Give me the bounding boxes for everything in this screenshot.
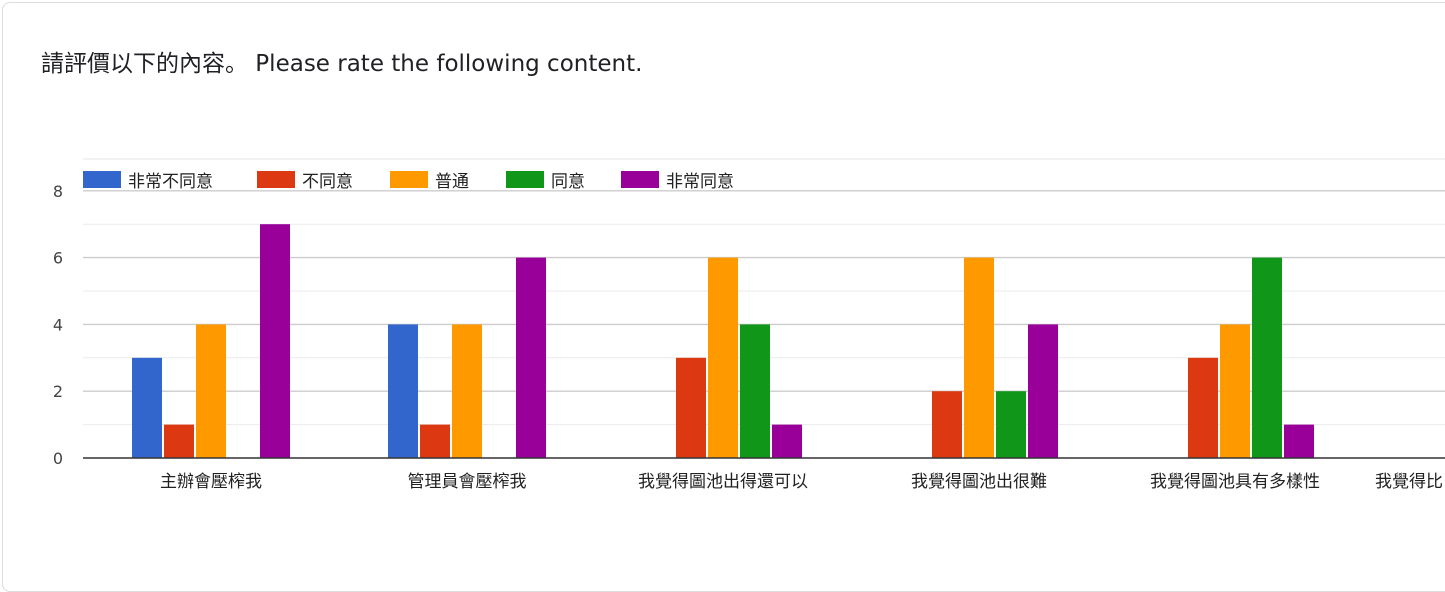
bar-1-2[interactable] [164,425,194,458]
legend-label: 普通 [435,172,469,192]
bar-4-5[interactable] [1028,324,1058,458]
bar-1-5[interactable] [260,224,290,458]
bar-1-3[interactable] [196,324,226,458]
legend-swatch [257,171,295,188]
x-category-label: 我覺得圖池出得還可以 [638,472,808,492]
bar-1-1[interactable] [132,358,162,458]
bar-5-5[interactable] [1284,425,1314,458]
bar-chart: 非常不同意 不同意 普通 同意 非常同意 0 2 4 6 8 主辦會壓榨我 管理員會壓榨我 我覺得圖… [0,0,1445,574]
x-category-label: 我覺得比 [1375,472,1443,492]
x-category-label: 管理員會壓榨我 [408,472,527,492]
bar-5-4[interactable] [1252,258,1282,458]
y-tick-label: 6 [53,249,63,268]
legend-swatch [506,171,544,188]
y-tick-label: 4 [53,315,63,334]
bar-3-2[interactable] [676,358,706,458]
legend-swatch [390,171,428,188]
y-axis: 0 2 4 6 8 [53,182,63,468]
legend-label: 不同意 [302,172,353,192]
bar-3-4[interactable] [740,324,770,458]
bar-2-2[interactable] [420,425,450,458]
legend-swatch [621,171,659,188]
legend-label: 非常不同意 [128,172,213,192]
bar-4-3[interactable] [964,258,994,458]
bar-5-2[interactable] [1188,358,1218,458]
bar-2-3[interactable] [452,324,482,458]
bar-2-1[interactable] [388,324,418,458]
x-category-label: 我覺得圖池具有多樣性 [1150,472,1320,492]
x-category-label: 我覺得圖池出很難 [911,472,1047,492]
legend-label: 非常同意 [666,172,734,192]
chart-bars [132,224,1314,458]
bar-4-4[interactable] [996,391,1026,458]
legend-swatch [83,171,121,188]
x-category-label: 主辦會壓榨我 [160,472,262,492]
bar-2-5[interactable] [516,258,546,458]
legend-label: 同意 [551,172,585,192]
chart-legend: 非常不同意 不同意 普通 同意 非常同意 [83,171,734,192]
bar-3-3[interactable] [708,258,738,458]
bar-5-3[interactable] [1220,324,1250,458]
y-tick-label: 0 [53,449,63,468]
x-axis: 主辦會壓榨我 管理員會壓榨我 我覺得圖池出得還可以 我覺得圖池出很難 我覺得圖池具有多樣… [83,458,1445,492]
bar-4-2[interactable] [932,391,962,458]
bar-3-5[interactable] [772,425,802,458]
y-tick-label: 8 [53,182,63,201]
y-tick-label: 2 [53,382,63,401]
